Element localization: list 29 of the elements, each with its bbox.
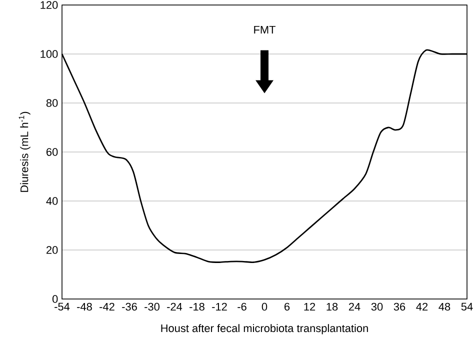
x-tick-label: 6 <box>284 302 290 311</box>
x-tick-label: 54 <box>461 302 473 310</box>
x-tick-label: 48 <box>438 302 450 311</box>
y-tick-label: 60 <box>46 148 58 156</box>
x-tick-label: 0 <box>262 302 268 311</box>
x-tick-label: 18 <box>326 302 338 311</box>
x-tick-label: -24 <box>167 302 182 311</box>
x-tick-label: 24 <box>348 302 360 311</box>
x-tick-label: -48 <box>77 302 92 311</box>
x-tick-label: 12 <box>304 302 316 311</box>
y-axis-title: Diuresis (mL h$^{-1}$) <box>18 112 30 192</box>
y-tick-label: 40 <box>46 197 58 205</box>
x-tick-label: 30 <box>371 302 383 311</box>
x-axis-title: Houst after fecal microbiota transplantation <box>161 324 368 334</box>
x-tick-label: -54 <box>54 302 70 310</box>
y-tick-label: 100 <box>40 50 58 58</box>
x-tick-label: 36 <box>394 302 406 311</box>
y-tick-label: 0 <box>52 295 58 303</box>
annotation: FMT <box>254 26 276 34</box>
x-tick-label: -36 <box>122 302 137 311</box>
y-tick-label: 20 <box>46 246 58 254</box>
y-tick-label: 120 <box>40 1 58 9</box>
x-tick-label: 42 <box>416 302 428 311</box>
x-tick-label: -30 <box>144 302 160 311</box>
x-tick-label: -12 <box>212 302 227 311</box>
y-tick-label: 80 <box>46 99 58 107</box>
x-tick-label: -18 <box>190 302 204 311</box>
x-tick-label: -6 <box>238 302 246 311</box>
x-tick-label: -42 <box>100 302 114 311</box>
